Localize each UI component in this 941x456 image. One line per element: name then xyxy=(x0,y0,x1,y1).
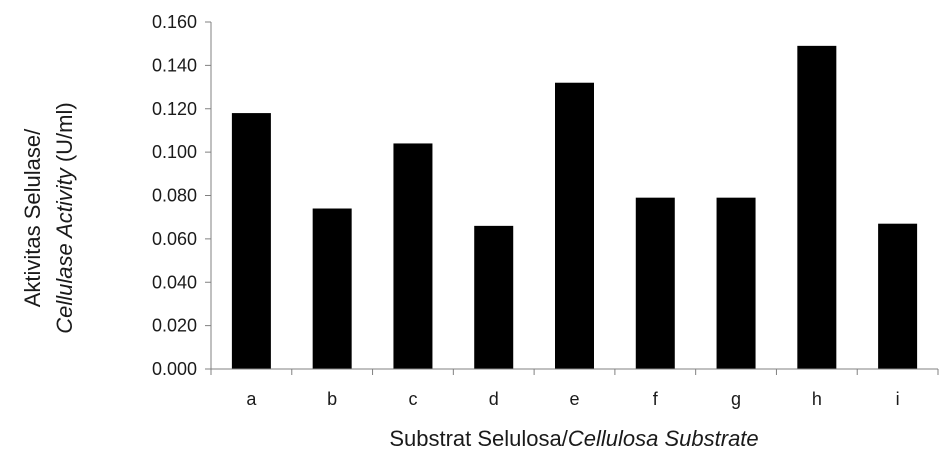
y-tick-label: 0.080 xyxy=(152,186,197,206)
y-tick-label: 0.140 xyxy=(152,55,197,75)
x-tick-label: c xyxy=(408,389,417,409)
y-axis-title: Aktivitas Selulase/ Cellulase Activity (… xyxy=(20,102,77,333)
x-axis-title: Substrat Selulosa/Cellulosa Substrate xyxy=(389,426,758,451)
x-axis-ticks: a b c d e f g h i xyxy=(210,369,939,409)
y-axis-title-unit: (U/ml) xyxy=(52,102,77,168)
x-tick-label: g xyxy=(731,389,741,409)
y-axis-title-italic: Cellulase Activity xyxy=(52,166,77,333)
bar-i xyxy=(878,223,918,369)
x-tick-label: f xyxy=(653,389,659,409)
bar-g xyxy=(716,197,756,369)
y-axis-ticks: 0.000 0.020 0.040 0.060 0.080 0.100 0.120 0.140… xyxy=(152,12,211,379)
bars xyxy=(231,45,918,370)
y-tick-label: 0.100 xyxy=(152,142,197,162)
bar-c xyxy=(393,143,433,369)
y-axis-title-line1: Aktivitas Selulase/ xyxy=(20,128,45,307)
axes xyxy=(210,22,938,370)
x-tick-label: b xyxy=(327,389,337,409)
y-tick-label: 0.040 xyxy=(152,272,197,292)
x-tick-label: h xyxy=(812,389,822,409)
y-axis-title-line2: Cellulase Activity (U/ml) xyxy=(52,102,77,333)
bar-b xyxy=(312,208,352,369)
x-tick-label: e xyxy=(569,389,579,409)
x-tick-label: a xyxy=(246,389,257,409)
bar-d xyxy=(474,225,514,369)
y-tick-label: 0.160 xyxy=(152,12,197,32)
bar-f xyxy=(635,197,675,369)
y-tick-label: 0.120 xyxy=(152,99,197,119)
bar-h xyxy=(797,45,837,369)
x-tick-label: i xyxy=(896,389,900,409)
y-tick-label: 0.060 xyxy=(152,229,197,249)
y-tick-label: 0.000 xyxy=(152,359,197,379)
y-tick-label: 0.020 xyxy=(152,316,197,336)
bar-e xyxy=(555,82,594,369)
x-axis-title-regular: Substrat Selulosa/ xyxy=(389,426,568,451)
x-tick-label: d xyxy=(489,389,499,409)
x-axis-title-italic: Cellulosa Substrate xyxy=(568,426,759,451)
bar-a xyxy=(231,113,271,370)
